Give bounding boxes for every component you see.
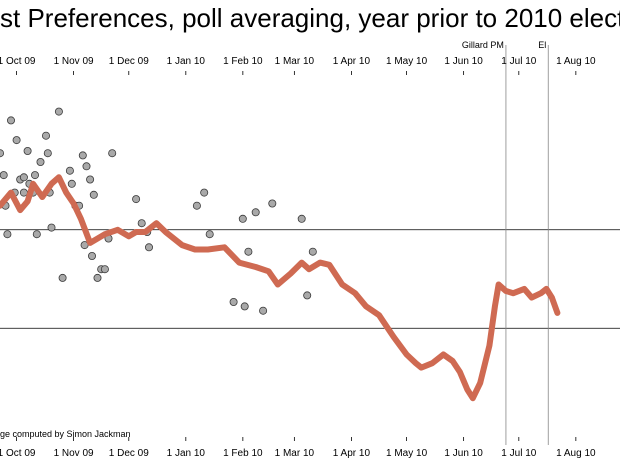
poll-point [0,149,4,158]
poll-point [47,223,56,232]
x-tick-bottom-label-8: 1 Jun 10 [444,448,483,459]
poll-point [12,136,21,145]
poll-point [205,230,214,239]
x-tick-top-label-9: 1 Jul 10 [501,56,536,67]
poll-point [192,201,201,210]
x-tick-top-label-2: 1 Dec 09 [109,56,149,67]
poll-point [268,199,277,208]
poll-point [65,166,74,175]
x-tick-bottom-label-6: 1 Apr 10 [333,448,371,459]
trend-line [0,174,561,402]
poll-point [43,149,52,158]
poll-point [93,273,102,282]
poll-point [100,265,109,274]
poll-points [0,107,317,315]
poll-point [58,273,67,282]
x-tick-top-label-4: 1 Feb 10 [223,56,263,67]
poll-point [54,107,63,116]
x-tick-bottom-label-1: 1 Nov 09 [54,448,94,459]
x-tick-bottom-label-3: 1 Jan 10 [167,448,206,459]
x-tick-top-label-7: 1 May 10 [386,56,428,67]
poll-point [32,230,41,239]
credit-text: ge computed by Simon Jackman [0,429,131,439]
x-tick-top-label-0: 1 Oct 09 [0,56,36,67]
poll-point [3,230,12,239]
x-tick-bottom-label-4: 1 Feb 10 [223,448,263,459]
x-tick-top-label-5: 1 Mar 10 [275,56,315,67]
poll-point [108,149,117,158]
poll-point [240,302,249,311]
poll-point [30,171,39,180]
poll-point [19,173,28,182]
event-markers: Gillard PM El [462,40,549,445]
poll-point [78,151,87,160]
poll-point [23,146,32,155]
poll-point [259,306,268,315]
x-tick-bottom-label-5: 1 Mar 10 [275,448,315,459]
poll-point [251,208,260,217]
poll-point [244,247,253,256]
trend-line-group [0,174,561,402]
event-label-0: Gillard PM [462,40,504,50]
x-tick-top-label-1: 1 Nov 09 [54,56,94,67]
x-tick-bottom-label-9: 1 Jul 10 [501,448,536,459]
poll-point [144,243,153,252]
poll-point [89,190,98,199]
poll-point [7,116,15,125]
poll-point [36,157,45,166]
poll-point [297,214,306,223]
poll-point [303,291,312,300]
poll-point [42,131,51,140]
poll-point [229,297,238,306]
poll-point [88,251,97,260]
x-tick-top-label-3: 1 Jan 10 [167,56,206,67]
x-tick-bottom-label-10: 1 Aug 10 [556,448,596,459]
x-axis-top: 1 Oct 09 1 Nov 09 1 Dec 09 1 Jan 10 1 Feb 10… [0,56,596,75]
x-axis-bottom: 1 Oct 09 1 Nov 09 1 Dec 09 1 Jan 10 1 Feb 10… [0,437,596,459]
x-tick-top-label-10: 1 Aug 10 [556,56,596,67]
poll-point [82,162,91,171]
chart-title: st Preferences, poll averaging, year pri… [0,3,620,33]
poll-point [86,175,95,184]
poll-point [200,188,209,197]
poll-point [137,219,146,228]
x-tick-bottom-label-0: 1 Oct 09 [0,448,36,459]
poll-point [67,179,76,188]
x-tick-top-label-8: 1 Jun 10 [444,56,483,67]
poll-point [308,247,317,256]
poll-point [132,195,141,204]
x-tick-bottom-label-7: 1 May 10 [386,448,428,459]
reference-lines [0,229,620,329]
x-tick-bottom-label-2: 1 Dec 09 [109,448,149,459]
event-label-1: El [538,40,546,50]
poll-point [0,171,8,180]
poll-point [238,214,247,223]
x-tick-top-label-6: 1 Apr 10 [333,56,371,67]
